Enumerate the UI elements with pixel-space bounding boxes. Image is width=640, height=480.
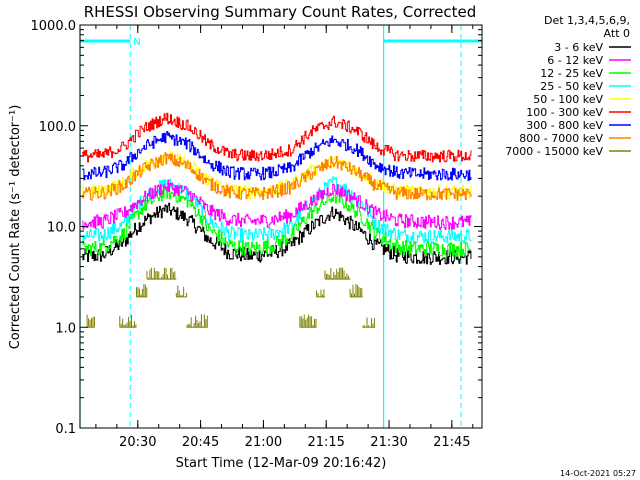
block-8: [324, 267, 351, 280]
block-1: [119, 314, 137, 328]
series-line-6: [82, 131, 472, 181]
legend-label-8: 7000 - 15000 keV: [505, 145, 603, 158]
legend-entry-7: 800 - 7000 keV: [519, 132, 631, 145]
legend-label-4: 50 - 100 keV: [533, 93, 603, 106]
block-9: [349, 283, 363, 298]
x-tick-label-3: 21:15: [307, 435, 344, 450]
block-4: [175, 285, 188, 298]
legend-label-2: 12 - 25 keV: [540, 67, 603, 80]
legend-label-6: 300 - 800 keV: [526, 119, 603, 132]
y-tick-label-4: 1000.0: [31, 19, 77, 34]
x-tick-label-5: 21:45: [433, 435, 470, 450]
block-3: [146, 267, 177, 280]
block-2: [136, 284, 148, 298]
x-tick-label-1: 20:45: [182, 435, 219, 450]
block-6: [299, 314, 317, 328]
footer-date: 14-Oct-2021 05:27: [560, 469, 636, 478]
series-line-5: [82, 112, 472, 163]
chart-title: RHESSI Observing Summary Count Rates, Co…: [84, 3, 477, 21]
y-axis-label: Corrected Count Rate (s⁻¹ detector⁻¹): [8, 105, 23, 350]
series-line-0: [82, 202, 472, 265]
legend-entry-0: 3 - 6 keV: [554, 41, 631, 54]
night-marker-label: N: [133, 37, 140, 48]
legend-label-7: 800 - 7000 keV: [519, 132, 603, 145]
legend-entry-5: 100 - 300 keV: [526, 106, 631, 119]
plot-area: N: [79, 25, 482, 428]
x-tick-label-0: 20:30: [119, 435, 156, 450]
y-tick-label-2: 10.0: [47, 221, 76, 236]
legend-label-0: 3 - 6 keV: [554, 41, 603, 54]
legend-header-line-2: Att 0: [604, 27, 630, 40]
y-tick-label-1: 1.0: [55, 321, 76, 336]
legend-entry-1: 6 - 12 keV: [547, 54, 631, 67]
y-tick-label-0: 0.1: [55, 422, 76, 437]
legend-label-3: 25 - 50 keV: [540, 80, 603, 93]
block-7: [316, 289, 325, 298]
series-line-7: [82, 152, 472, 201]
legend-header-line-1: Det 1,3,4,5,6,9,: [544, 14, 630, 27]
y-tick-label-3: 100.0: [39, 120, 76, 135]
x-tick-label-4: 21:30: [370, 435, 407, 450]
legend-label-1: 6 - 12 keV: [547, 54, 603, 67]
legend-entry-6: 300 - 800 keV: [526, 119, 631, 132]
block-5: [186, 314, 208, 328]
block-0: [86, 314, 95, 328]
x-axis-label: Start Time (12-Mar-09 20:16:42): [176, 456, 387, 471]
legend-entry-8: 7000 - 15000 keV: [505, 145, 631, 158]
legend-entry-2: 12 - 25 keV: [540, 67, 631, 80]
axis-ticks: 0.1 1.0 10.0 100.0 1000.0 20:30 20:45 21:00 21:1…: [31, 19, 482, 450]
x-tick-label-2: 21:00: [245, 435, 282, 450]
legend-entry-4: 50 - 100 keV: [533, 93, 631, 106]
block-10: [362, 317, 376, 328]
legend-label-5: 100 - 300 keV: [526, 106, 603, 119]
series-line-2: [82, 185, 472, 257]
series-line-1: [82, 179, 472, 230]
legend-entry-3: 25 - 50 keV: [540, 80, 631, 93]
